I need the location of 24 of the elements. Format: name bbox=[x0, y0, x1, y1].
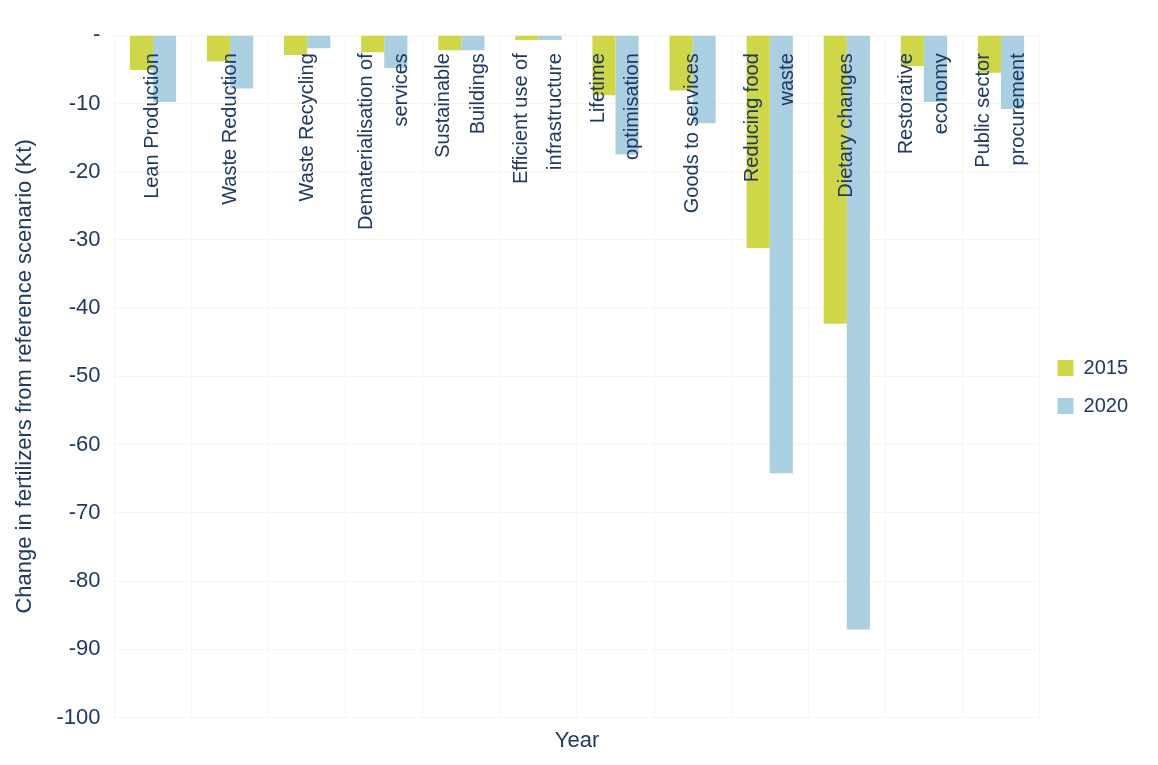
legend-label: 2015 bbox=[1083, 355, 1129, 378]
y-tick-label: -100 bbox=[56, 703, 101, 729]
y-tick-label: -60 bbox=[68, 430, 101, 456]
y-tick-label: -50 bbox=[68, 362, 101, 388]
x-tick-label: Dematerialisation of services bbox=[354, 52, 412, 230]
y-tick-label: -70 bbox=[68, 498, 101, 524]
y-axis-title: Change in fertilizers from reference scenario (Kt) bbox=[11, 139, 37, 614]
x-tick-label: Goods to services bbox=[680, 53, 703, 214]
x-tick-label: Efficient use of infrastructure bbox=[508, 52, 566, 185]
y-tick-label: -80 bbox=[68, 567, 101, 593]
x-tick-label: Reducing food waste bbox=[739, 53, 797, 183]
y-tick-label: -20 bbox=[68, 157, 101, 183]
y-tick-label: -40 bbox=[68, 294, 101, 320]
x-tick-label: Waste Recycling bbox=[294, 53, 317, 202]
x-axis-title: Year bbox=[554, 726, 600, 752]
y-tick-label: -90 bbox=[68, 635, 101, 661]
y-tick-label: -30 bbox=[68, 225, 101, 251]
x-tick-label: Waste Reduction bbox=[217, 53, 240, 205]
x-tick-label: Lean Production bbox=[140, 53, 163, 199]
y-tick-label: -10 bbox=[68, 89, 101, 115]
x-tick-label: Dietary changes bbox=[834, 53, 857, 198]
x-tick-label: Restorative economy bbox=[893, 53, 951, 155]
y-tick-label: - bbox=[93, 21, 101, 47]
legend-label: 2020 bbox=[1083, 393, 1129, 416]
